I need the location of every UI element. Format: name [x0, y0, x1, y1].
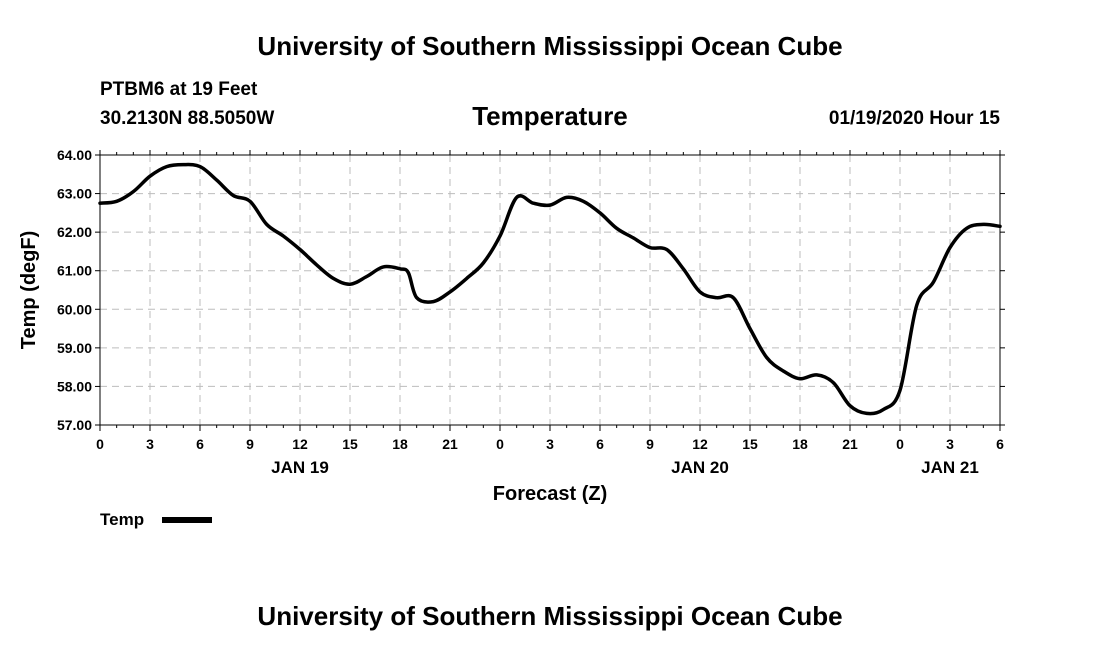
series-line-temp: [98, 162, 1002, 416]
y-tick-label: 58.00: [57, 378, 92, 394]
x-tick-label: 15: [342, 436, 358, 452]
series-layer: [98, 162, 1002, 416]
x-tick-label: 0: [896, 436, 904, 452]
x-tick-label: 6: [196, 436, 204, 452]
x-tick-label: 15: [742, 436, 758, 452]
x-tick-label: 0: [496, 436, 504, 452]
x-tick-label: 0: [96, 436, 104, 452]
x-tick-label: 18: [392, 436, 408, 452]
y-tick-label: 59.00: [57, 340, 92, 356]
y-tick-label: 62.00: [57, 224, 92, 240]
y-tick-label: 57.00: [57, 417, 92, 433]
x-tick-label: 9: [646, 436, 654, 452]
x-tick-label: 21: [842, 436, 858, 452]
day-label: JAN 20: [671, 458, 729, 477]
y-tick-label: 64.00: [57, 147, 92, 163]
x-tick-label: 9: [246, 436, 254, 452]
y-axis-ticks: 57.00 58.00 59.00 60.00 61.00 62.00 63.00 64.00: [57, 147, 1005, 433]
x-tick-label: 6: [996, 436, 1004, 452]
y-tick-label: 61.00: [57, 263, 92, 279]
x-tick-label: 21: [442, 436, 458, 452]
y-tick-label: 60.00: [57, 301, 92, 317]
x-tick-label: 3: [546, 436, 554, 452]
x-tick-label: 18: [792, 436, 808, 452]
legend-label: Temp: [100, 510, 144, 529]
y-tick-label: 63.00: [57, 186, 92, 202]
x-axis-label: Forecast (Z): [493, 483, 607, 505]
x-tick-label: 12: [292, 436, 308, 452]
day-label: JAN 21: [921, 458, 979, 477]
y-axis-label: Temp (degF): [18, 231, 40, 350]
datetime-label: 01/19/2020 Hour 15: [829, 108, 1001, 129]
chart-title: Temperature: [472, 101, 628, 131]
x-tick-label: 3: [146, 436, 154, 452]
station-label: PTBM6 at 19 Feet: [100, 79, 258, 100]
bottom-title: University of Southern Mississippi Ocean…: [257, 601, 842, 631]
x-tick-label: 3: [946, 436, 954, 452]
day-label: JAN 19: [271, 458, 329, 477]
top-title: University of Southern Mississippi Ocean…: [257, 31, 842, 61]
x-tick-label: 12: [692, 436, 708, 452]
day-labels: JAN 19 JAN 20 JAN 21: [271, 458, 979, 477]
coords-label: 30.2130N 88.5050W: [100, 108, 274, 129]
x-axis-ticks: 0 3 6 9 12 15 18 21 0 3 6 9 12 15 18 21 0 3 6: [96, 150, 1004, 452]
x-tick-label: 6: [596, 436, 604, 452]
